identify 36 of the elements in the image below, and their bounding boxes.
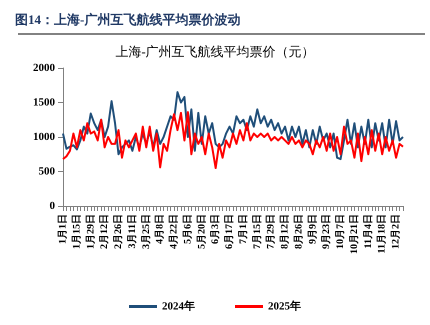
x-tick-label: 7月1日 <box>238 214 249 244</box>
y-tick-label: 2000 <box>33 62 56 74</box>
x-tick-label: 5月6日 <box>182 214 194 244</box>
y-tick-label: 1000 <box>33 131 56 143</box>
x-tick-label: 3月25日 <box>140 214 152 249</box>
y-tick-label: 500 <box>38 166 56 178</box>
x-tick-label: 8月12日 <box>280 214 291 249</box>
line-series <box>62 91 404 160</box>
x-tick-label: 2月26日 <box>113 214 124 249</box>
chart-title: 图14：上海-广州互飞航线平均票价波动 <box>15 12 240 27</box>
x-tick-label: 2月12日 <box>99 214 110 249</box>
y-tick-label: 0 <box>50 200 56 212</box>
x-tick-label: 7月29日 <box>266 214 277 249</box>
x-tick-label: 12月2日 <box>390 214 402 249</box>
x-tick-label: 4月8日 <box>154 214 166 244</box>
x-tick-label: 5月20日 <box>196 214 208 249</box>
legend-label: 2024年 <box>162 300 195 312</box>
x-tick-label: 1月15日 <box>71 214 82 249</box>
chart-subtitle: 上海-广州互飞航线平均票价（元） <box>115 44 315 59</box>
x-tick-label: 1月29日 <box>85 214 96 249</box>
x-tick-label: 6月3日 <box>210 214 222 244</box>
x-tick-label: 4月22日 <box>168 214 180 249</box>
x-tick-label: 9月23日 <box>321 214 332 249</box>
x-tick-label: 1月1日 <box>58 214 68 244</box>
x-tick-label: 10月7日 <box>335 214 346 249</box>
x-tick-label: 10月21日 <box>348 214 360 254</box>
y-tick-label: 1500 <box>33 96 56 108</box>
x-tick-label: 3月11日 <box>126 214 138 248</box>
x-tick-label: 11月4日 <box>362 214 374 248</box>
x-tick-label: 8月26日 <box>293 214 304 249</box>
legend-label: 2025年 <box>268 300 301 312</box>
line-series <box>62 111 404 170</box>
x-tick-label: 6月17日 <box>224 214 236 249</box>
x-tick-label: 11月18日 <box>376 214 388 254</box>
x-tick-label: 7月15日 <box>252 214 263 249</box>
x-tick-label: 9月9日 <box>307 214 318 244</box>
